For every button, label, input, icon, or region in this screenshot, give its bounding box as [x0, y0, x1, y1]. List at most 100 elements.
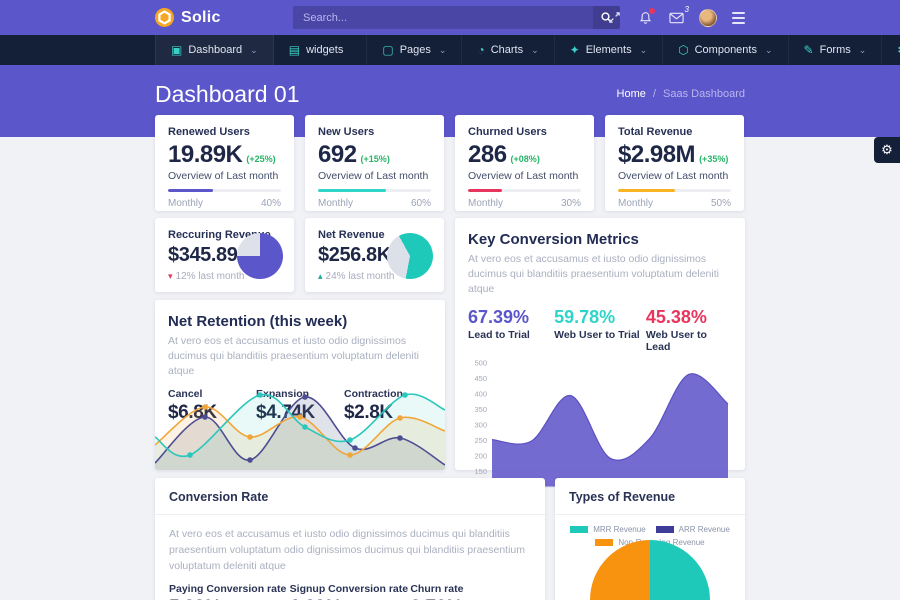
- kc-value: 45.38%: [645, 306, 707, 327]
- nav-item-charts[interactable]: ◔ Charts ⌄: [462, 35, 555, 65]
- panel-title: Key Conversion Metrics: [468, 231, 639, 248]
- stat-card-renewed-users: Renewed Users 19.89K (+25%) Overview of L…: [155, 115, 294, 211]
- svg-text:300: 300: [474, 420, 487, 429]
- kc-label: Web User to Trial: [554, 328, 640, 341]
- user-avatar[interactable]: [699, 8, 717, 27]
- settings-gear-button[interactable]: ⚙: [874, 137, 900, 163]
- chevron-down-icon: ⌄: [250, 44, 258, 55]
- card-value: $256.8K: [318, 244, 391, 266]
- nav-label: Components: [694, 44, 757, 56]
- nav-label: Elements: [585, 44, 632, 56]
- revenue-types-pie-chart: [590, 540, 710, 600]
- notifications-bell-icon[interactable]: [637, 7, 655, 26]
- stat-overview: Overview of Last month: [168, 170, 279, 182]
- menu-icon[interactable]: [732, 11, 745, 24]
- forms-icon: ✎: [803, 43, 814, 57]
- types-of-revenue-panel: Types of Revenue MRR Revenue ARR Revenue…: [555, 478, 745, 600]
- mail-icon[interactable]: 3: [668, 5, 689, 26]
- retention-line-chart: [155, 392, 445, 470]
- stat-percent: 30%: [560, 198, 581, 209]
- page-title: Dashboard 01: [155, 81, 300, 107]
- svg-text:150: 150: [474, 467, 487, 476]
- search-input[interactable]: [293, 6, 593, 29]
- nav-item-forms[interactable]: ✎ Forms ⌄: [789, 35, 883, 65]
- stat-overview: Overview of Last month: [618, 170, 729, 182]
- nr-label: Contraction: [344, 387, 403, 400]
- logo[interactable]: Solic: [155, 0, 221, 35]
- stat-period: Monthly: [168, 198, 204, 209]
- svg-text:250: 250: [474, 436, 487, 445]
- progress-bar: [318, 189, 431, 192]
- cr-label: Signup Conversion rate: [289, 583, 409, 596]
- stat-delta: (+15%): [360, 154, 390, 164]
- main-nav: ▣ Dashboard ⌄ ▤ widgets ▢ Pages ⌄ ◔ Char…: [0, 35, 900, 65]
- nav-item-pages[interactable]: ▢ Pages ⌄: [367, 35, 463, 65]
- cr-label: Paying Conversion rate: [169, 583, 287, 596]
- cr-label: Churn rate: [410, 583, 464, 596]
- stat-title: New Users: [318, 126, 375, 138]
- mail-badge: 3: [684, 4, 689, 14]
- topbar-actions: 3: [606, 0, 745, 35]
- breadcrumb-current: Saas Dashboard: [663, 88, 745, 100]
- progress-bar: [468, 189, 581, 192]
- panel-description: At vero eos et accusamus et iusto odio d…: [169, 528, 526, 572]
- stat-delta: (+35%): [699, 154, 729, 164]
- trend-up-icon: ▴: [318, 271, 323, 281]
- monitor-icon: ▣: [171, 43, 183, 57]
- brand-name: Solic: [181, 8, 221, 26]
- kc-label: Web User to Lead: [645, 328, 707, 353]
- trend-text: 24% last month: [325, 271, 395, 282]
- svg-text:200: 200: [474, 451, 487, 460]
- breadcrumb: Home / Saas Dashboard: [617, 88, 745, 100]
- nav-label: Charts: [490, 44, 524, 56]
- topbar: Solic 3: [0, 0, 900, 35]
- legend-swatch: [570, 526, 589, 533]
- progress-bar: [618, 189, 731, 192]
- stat-value: 692: [318, 141, 357, 168]
- stat-card-total-revenue: Total Revenue $2.98M (+35%) Overview of L…: [605, 115, 744, 211]
- cr-value: 5,89%: [169, 597, 221, 600]
- gear-icon: ⚙: [881, 142, 893, 157]
- stat-delta: (+08%): [510, 154, 540, 164]
- key-conversion-panel: Key Conversion Metrics At vero eos et ac…: [455, 218, 745, 501]
- stat-percent: 60%: [410, 198, 431, 209]
- nav-item-icons[interactable]: ✱ Icons ⌄: [882, 35, 900, 65]
- chevron-down-icon: ⌄: [858, 44, 867, 55]
- panel-subtitle: At vero eos et accusamus et iusto odio d…: [468, 253, 719, 296]
- nav-label: widgets: [306, 44, 344, 56]
- trend-text: 12% last month: [175, 271, 245, 282]
- stat-title: Churned Users: [468, 126, 547, 138]
- nr-value: $2.8K: [344, 401, 393, 423]
- stat-period: Monthly: [468, 198, 504, 209]
- net-retention-panel: Net Retention (this week) At vero eos et…: [155, 300, 445, 470]
- panel-title: Types of Revenue: [555, 478, 745, 515]
- legend-swatch: [595, 539, 614, 546]
- svg-text:350: 350: [474, 405, 487, 414]
- kc-value: 67.39%: [468, 306, 530, 327]
- nav-item-dashboard[interactable]: ▣ Dashboard ⌄: [155, 35, 274, 65]
- net-revenue-pie-chart: [387, 233, 433, 279]
- stat-overview: Overview of Last month: [468, 170, 579, 182]
- nav-item-components[interactable]: ⬡ Components ⌄: [663, 35, 789, 65]
- nav-item-elements[interactable]: ✦ Elements ⌄: [555, 35, 664, 65]
- legend-label: MRR Revenue: [593, 525, 646, 534]
- conversion-rate-panel: Conversion Rate At vero eos et accusamus…: [155, 478, 545, 600]
- legend-label: ARR Revenue: [678, 525, 730, 534]
- legend-swatch: [655, 526, 674, 533]
- svg-text:450: 450: [474, 374, 487, 383]
- trend-down-icon: ▾: [168, 271, 173, 281]
- nav-label: Pages: [399, 44, 431, 56]
- stat-period: Monthly: [318, 198, 354, 209]
- chart-icon: ◔: [477, 43, 485, 57]
- nav-item-widgets[interactable]: ▤ widgets: [274, 35, 368, 65]
- elements-icon: ✦: [569, 43, 580, 57]
- notification-badge: [649, 7, 655, 14]
- stat-card-new-users: New Users 692 (+15%) Overview of Last mon…: [305, 115, 444, 211]
- panel-subtitle: At vero eos et accusamus et iusto odio d…: [168, 335, 419, 378]
- cr-stats-row: Paying Conversion rate 5,89%↓0.7%last mo…: [169, 583, 531, 600]
- fullscreen-expand-icon[interactable]: [606, 10, 622, 26]
- cr-value: 6,89%: [290, 597, 342, 600]
- recurring-revenue-pie-chart: [237, 233, 283, 279]
- icons-icon: ✱: [897, 44, 900, 56]
- breadcrumb-home-link[interactable]: Home: [616, 88, 646, 100]
